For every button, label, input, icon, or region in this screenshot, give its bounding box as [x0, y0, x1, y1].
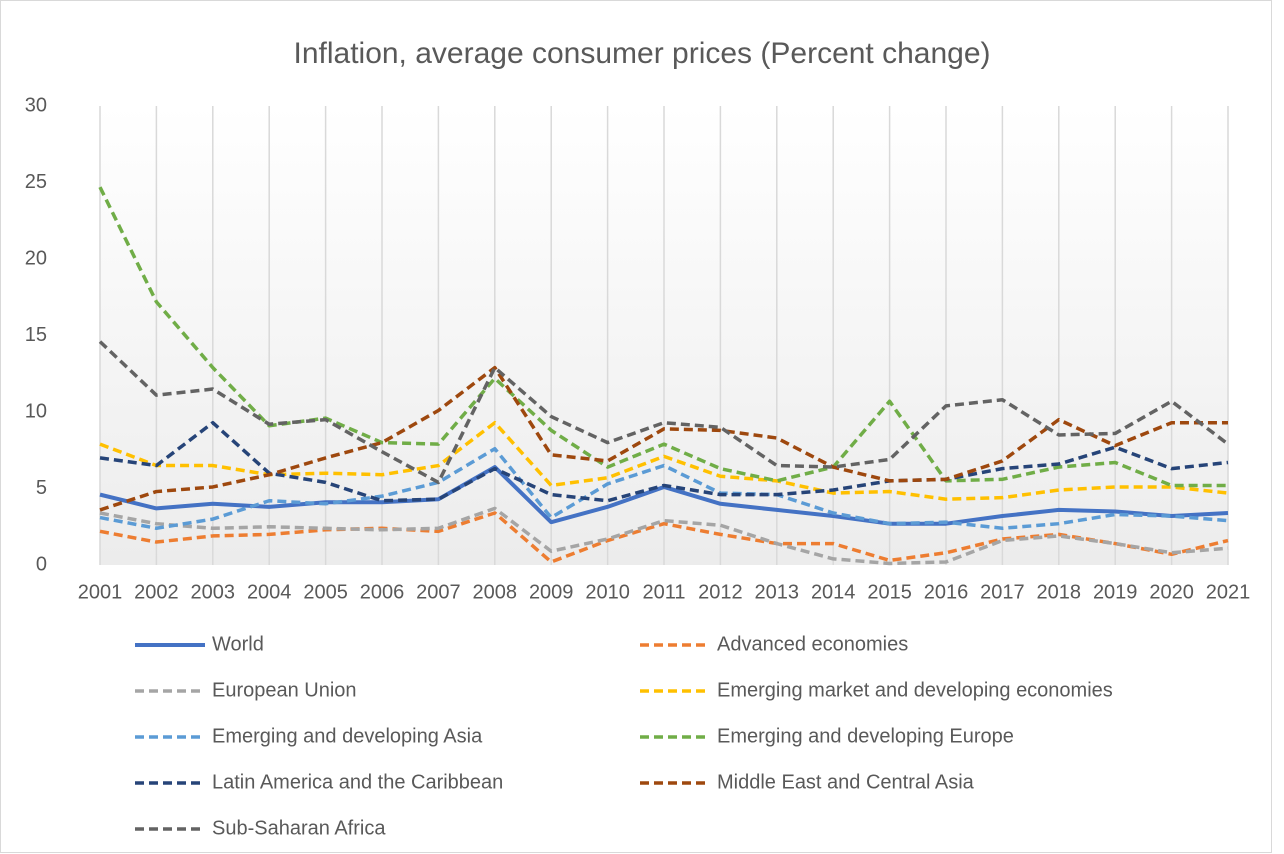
x-tick-label: 2012	[698, 581, 743, 603]
line-series	[98, 186, 1228, 488]
x-tick-label: 2018	[1037, 581, 1082, 603]
legend-label: Advanced economies	[717, 633, 908, 655]
y-tick-label: 0	[36, 553, 47, 575]
legend-label: Latin America and the Caribbean	[212, 771, 503, 793]
y-tick-label: 25	[25, 171, 47, 193]
y-tick-label: 15	[25, 324, 47, 346]
y-tick-label: 5	[36, 477, 47, 499]
x-tick-label: 2005	[303, 581, 348, 603]
legend-label: Sub-Saharan Africa	[212, 817, 386, 839]
line-series	[99, 511, 1229, 564]
legend-label: European Union	[212, 679, 357, 701]
x-tick-label: 2007	[416, 581, 461, 603]
line-series	[99, 420, 1229, 501]
legend-label: Emerging and developing Asia	[212, 725, 483, 747]
x-tick-label: 2004	[247, 581, 292, 603]
x-tick-label: 2003	[191, 581, 236, 603]
x-tick-label: 2020	[1149, 581, 1194, 603]
x-tick-label: 2015	[867, 581, 912, 603]
legend-label: Emerging market and developing economies	[717, 679, 1113, 701]
y-tick-label: 20	[25, 247, 47, 269]
legend-label: World	[212, 633, 264, 655]
x-tick-label: 2014	[811, 581, 856, 603]
x-tick-label: 2001	[78, 581, 123, 603]
x-tick-label: 2013	[755, 581, 800, 603]
line-series	[99, 506, 1229, 566]
x-tick-label: 2011	[642, 581, 685, 603]
x-tick-label: 2021	[1206, 581, 1251, 603]
y-tick-label: 30	[25, 94, 47, 116]
x-tick-label: 2016	[924, 581, 969, 603]
x-tick-label: 2010	[585, 581, 630, 603]
chart-title: Inflation, average consumer prices (Perc…	[293, 37, 990, 70]
x-tick-label: 2002	[134, 581, 179, 603]
legend-label: Emerging and developing Europe	[717, 725, 1014, 747]
y-tick-label: 10	[25, 400, 47, 422]
line-series	[99, 365, 1228, 512]
x-tick-label: 2019	[1093, 581, 1138, 603]
legend-label: Middle East and Central Asia	[717, 771, 975, 793]
line-series	[98, 340, 1230, 485]
x-tick-label: 2017	[980, 581, 1025, 603]
x-tick-label: 2009	[529, 581, 574, 603]
line-series	[99, 420, 1229, 503]
x-tick-label: 2006	[360, 581, 405, 603]
x-tick-label: 2008	[473, 581, 518, 603]
line-series	[99, 446, 1229, 531]
